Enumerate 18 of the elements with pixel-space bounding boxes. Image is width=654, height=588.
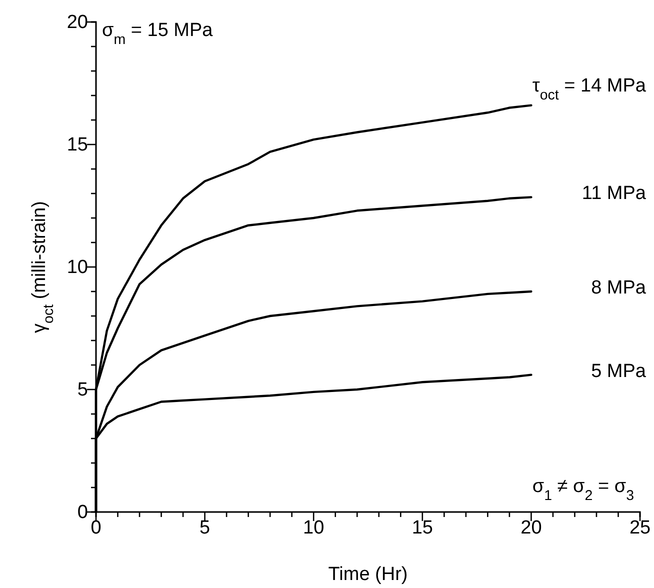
- y-tick-label: 15: [66, 134, 88, 156]
- annotation: σ$_{1}$ ≠ σ$_{2}$ = σ$_{3}$: [532, 476, 634, 504]
- x-axis-title: Time (Hr): [328, 564, 408, 585]
- x-tick-label: 15: [412, 517, 433, 538]
- y-tick-label: 10: [66, 257, 88, 278]
- x-tick-label: 20: [520, 517, 542, 538]
- text: 5 MPa: [591, 360, 646, 382]
- y-tick-label: 0: [77, 502, 88, 524]
- x-tick-label: 0: [90, 517, 102, 538]
- text: 8 MPa: [591, 278, 646, 298]
- x-tick-label: 5: [200, 517, 210, 538]
- annotation: σ$_{m}$ = 15 MPa: [102, 20, 214, 48]
- x-tick-label: 10: [303, 517, 324, 538]
- text: 11 MPa: [582, 183, 646, 204]
- y-tick-label: 20: [66, 12, 88, 34]
- y-tick-label: 5: [77, 380, 88, 401]
- series-label: τ$_{oct}$ = 14 MPa: [532, 75, 646, 104]
- x-tick-label: 25: [629, 517, 651, 538]
